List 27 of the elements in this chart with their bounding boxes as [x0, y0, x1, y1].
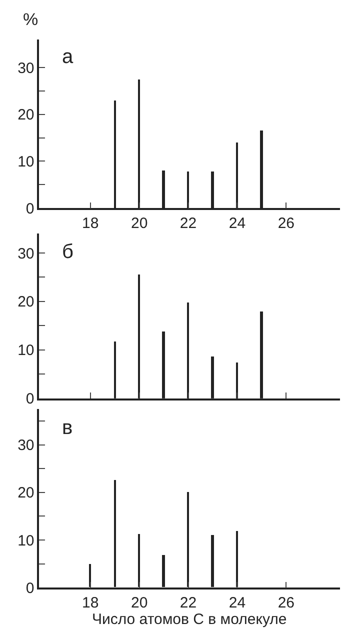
y-tick-label: 20 — [18, 294, 34, 311]
x-tick-label: 24 — [228, 594, 246, 612]
x-tick-label: 26 — [278, 594, 295, 612]
annotation: в — [62, 417, 73, 439]
x-tick-label: 18 — [82, 594, 99, 612]
x-tick-label: 20 — [130, 214, 148, 232]
y-tick-label: 10 — [18, 342, 34, 360]
y-tick-label: 20 — [18, 106, 34, 124]
x-tick-label: 24 — [228, 214, 246, 232]
y-tick-label: 0 — [26, 390, 34, 408]
annotation: б — [62, 241, 74, 263]
x-tick-label: 22 — [180, 214, 197, 232]
x-axis-title: Число атомов С в молекуле — [92, 611, 287, 628]
y-tick-label: 30 — [18, 245, 34, 262]
y-tick-label: 0 — [26, 200, 34, 218]
x-tick-label: 20 — [130, 594, 148, 612]
y-tick-label: 10 — [18, 532, 34, 550]
y-tick-label: 30 — [18, 60, 34, 77]
x-tick-label: 22 — [180, 594, 197, 612]
annotation: а — [62, 46, 74, 68]
x-tick-label: 18 — [82, 214, 99, 232]
x-tick-label: 26 — [278, 214, 295, 232]
y-axis-title: % — [23, 10, 38, 29]
y-tick-label: 20 — [18, 484, 34, 502]
y-tick-label: 10 — [18, 153, 34, 170]
y-tick-label: 0 — [26, 580, 34, 597]
y-tick-label: 30 — [18, 437, 34, 454]
